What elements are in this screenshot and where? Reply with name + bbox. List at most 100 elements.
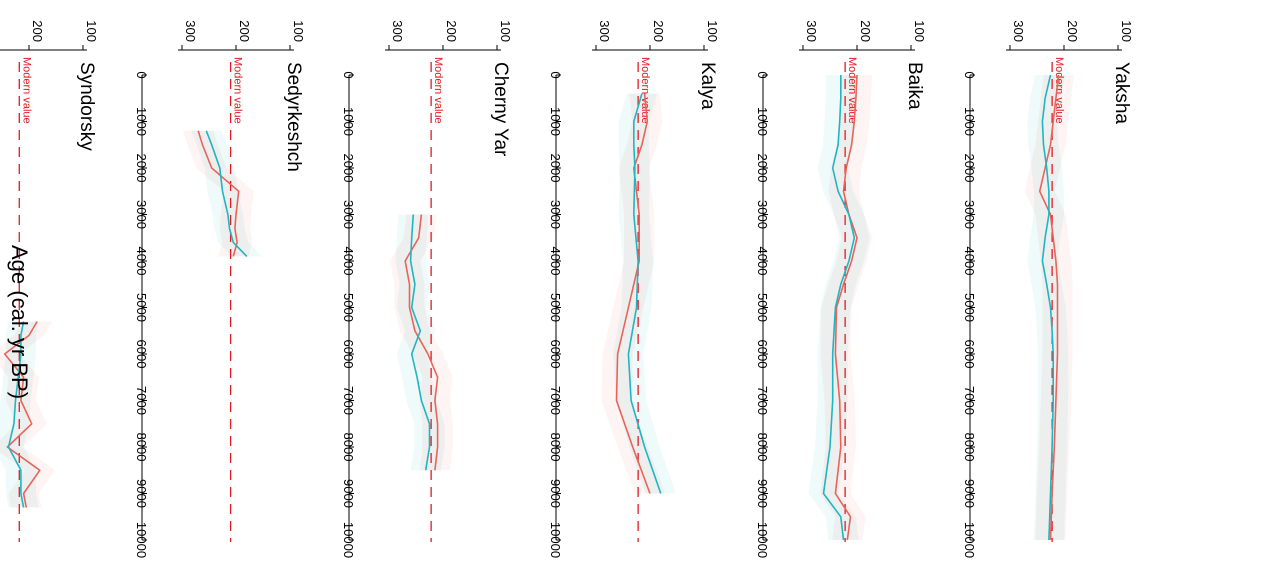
series-a-line (615, 93, 651, 494)
site-label: Sedyrkeshch (283, 62, 304, 172)
value-tick-label: 300 (1011, 20, 1026, 42)
value-tick-label: 200 (1065, 20, 1080, 42)
age-tick-label: 5000 (548, 293, 563, 322)
age-tick-label: 10000 (962, 522, 977, 558)
age-tick-label: 9000 (962, 479, 977, 508)
value-tick-label: 200 (858, 20, 873, 42)
value-tick-label: 200 (444, 20, 459, 42)
age-tick-label: 4000 (341, 247, 356, 276)
age-tick-label: 0 (134, 71, 149, 78)
age-tick-label: 1000 (134, 107, 149, 136)
value-tick-label: 100 (705, 20, 720, 42)
value-tick-label: 100 (912, 20, 927, 42)
value-tick-label: 300 (804, 20, 819, 42)
site-label: Syndorsky (76, 62, 97, 151)
series-a-line (3, 321, 41, 508)
age-tick-label: 7000 (548, 386, 563, 415)
series-b-line (1041, 74, 1054, 541)
age-tick-label: 4000 (548, 247, 563, 276)
series-b-line (409, 214, 431, 471)
age-tick-label: 7000 (755, 386, 770, 415)
x-axis-title: Age (cal. yr BP) (7, 245, 32, 399)
series-b-line (627, 93, 662, 494)
age-tick-label: 5000 (755, 293, 770, 322)
age-tick-label: 6000 (548, 340, 563, 369)
age-tick-label: 0 (341, 71, 356, 78)
age-tick-label: 9000 (548, 479, 563, 508)
value-tick-label: 300 (597, 20, 612, 42)
value-tick-label: 300 (390, 20, 405, 42)
age-tick-label: 6000 (341, 340, 356, 369)
age-tick-label: 1000 (962, 107, 977, 136)
age-tick-label: 7000 (134, 386, 149, 415)
age-tick-label: 4000 (134, 247, 149, 276)
age-tick-label: 2000 (962, 154, 977, 183)
modern-value-label: Modern value (20, 57, 32, 124)
panel-baika: 1002003000100020003000400050006000700080… (755, 20, 927, 558)
age-tick-label: 8000 (548, 433, 563, 462)
panel-sedyrkeshch: 1002003000100020003000400050006000700080… (134, 20, 306, 558)
age-tick-label: 8000 (962, 433, 977, 462)
uncertainty-band (183, 130, 254, 257)
modern-value-label: Modern value (1053, 57, 1065, 124)
value-tick-label: 100 (498, 20, 513, 42)
age-tick-label: 2000 (341, 154, 356, 183)
age-tick-label: 2000 (755, 154, 770, 183)
age-tick-label: 2000 (548, 154, 563, 183)
age-tick-label: 8000 (341, 433, 356, 462)
series-b-line (7, 321, 25, 508)
uncertainty-band (820, 75, 873, 540)
panel-yaksha: 1002003000100020003000400050006000700080… (962, 20, 1134, 558)
modern-value-label: Modern value (432, 57, 444, 124)
age-tick-label: 8000 (134, 433, 149, 462)
series-a-line (834, 74, 858, 541)
age-tick-label: 3000 (134, 200, 149, 229)
site-label: Cherny Yar (490, 62, 511, 157)
age-tick-label: 6000 (962, 340, 977, 369)
age-tick-label: 0 (548, 71, 563, 78)
age-tick-label: 5000 (962, 293, 977, 322)
panel-kalya: 1002003000100020003000400050006000700080… (548, 20, 720, 558)
age-tick-label: 9000 (755, 479, 770, 508)
age-tick-label: 10000 (755, 522, 770, 558)
age-tick-label: 1000 (548, 107, 563, 136)
value-tick-label: 200 (237, 20, 252, 42)
uncertainty-band (808, 75, 870, 540)
uncertainty-band (1027, 75, 1069, 540)
age-tick-label: 2000 (134, 154, 149, 183)
age-tick-label: 7000 (341, 386, 356, 415)
value-tick-label: 100 (84, 20, 99, 42)
age-tick-label: 10000 (134, 522, 149, 558)
series-b-line (205, 130, 248, 257)
age-tick-label: 9000 (341, 479, 356, 508)
panel-syndorsky: 1002003000100020003000400050006000700080… (0, 20, 99, 542)
age-tick-label: 4000 (755, 247, 770, 276)
age-tick-label: 6000 (134, 340, 149, 369)
modern-value-label: Modern value (232, 57, 244, 124)
panel-cherny-yar: 1002003000100020003000400050006000700080… (341, 20, 513, 558)
site-label: Yaksha (1111, 62, 1132, 124)
series-a-line (404, 214, 439, 471)
age-tick-label: 3000 (548, 200, 563, 229)
value-tick-label: 100 (291, 20, 306, 42)
age-tick-label: 5000 (341, 293, 356, 322)
series-a-line (1038, 74, 1060, 541)
series-b-line (822, 75, 856, 541)
age-tick-label: 0 (962, 71, 977, 78)
age-tick-label: 9000 (134, 479, 149, 508)
uncertainty-band (613, 93, 676, 494)
age-tick-label: 4000 (962, 247, 977, 276)
age-tick-label: 10000 (341, 522, 356, 558)
uncertainty-band (1024, 75, 1074, 540)
age-tick-label: 6000 (755, 340, 770, 369)
age-tick-label: 3000 (341, 200, 356, 229)
site-label: Baika (904, 62, 925, 110)
age-tick-label: 7000 (962, 386, 977, 415)
value-tick-label: 200 (30, 20, 45, 42)
modern-value-label: Modern value (639, 57, 651, 124)
age-tick-label: 1000 (341, 107, 356, 136)
age-tick-label: 10000 (548, 522, 563, 558)
value-tick-label: 200 (651, 20, 666, 42)
age-tick-label: 1000 (755, 107, 770, 136)
